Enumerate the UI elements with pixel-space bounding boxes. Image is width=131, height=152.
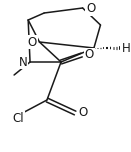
Text: H: H [122,41,131,55]
Text: N: N [18,55,27,69]
Text: O: O [78,107,87,119]
Text: O: O [86,2,96,16]
Text: O: O [84,48,94,62]
Text: O: O [27,36,37,48]
Text: Cl: Cl [12,112,24,124]
